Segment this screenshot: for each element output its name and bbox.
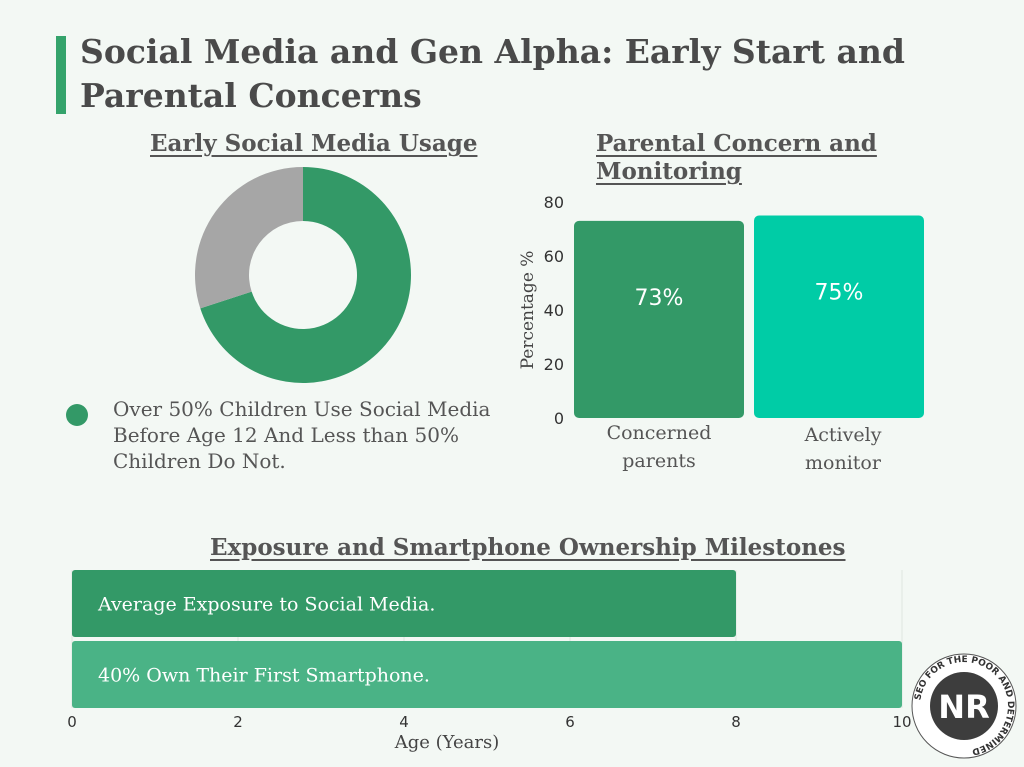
logo-initials: NR: [938, 688, 989, 726]
y-tick-label: 20: [544, 355, 564, 374]
x-tick-label: 2: [233, 713, 243, 731]
donut-chart-title: Early Social Media Usage: [150, 130, 478, 157]
y-tick-label: 0: [554, 409, 564, 428]
nr-logo: SEO FOR THE POOR AND DETERMINED NR: [911, 653, 1017, 759]
x-tick-label: 4: [399, 713, 409, 731]
hbar-0: [72, 570, 736, 637]
hbar-label: 40% Own Their First Smartphone.: [98, 665, 430, 687]
x-tick-label: 10: [892, 713, 911, 731]
donut-slice-0: [200, 167, 411, 383]
x-tick-label: 6: [565, 713, 575, 731]
legend-dot: [66, 404, 88, 426]
donut-slice-1: [194, 167, 303, 309]
x-category-label: Actively: [804, 424, 882, 446]
page-title: Social Media and Gen Alpha: Early Start …: [80, 32, 905, 115]
milestone-chart-title: Exposure and Smartphone Ownership Milest…: [210, 534, 846, 561]
x-tick-label: 0: [67, 713, 77, 731]
x-category-label: Concerned: [607, 422, 712, 444]
bar-0: [574, 220, 744, 418]
bar-1: [754, 215, 924, 418]
hbar-label: Average Exposure to Social Media.: [97, 594, 435, 616]
hbar-1: [72, 641, 902, 708]
x-tick-label: 8: [731, 713, 741, 731]
x-category-label: parents: [622, 450, 695, 472]
x-axis-label: Age (Years): [394, 732, 499, 753]
bar-chart-title: Parental Concern and Monitoring: [596, 130, 877, 185]
x-category-label: monitor: [805, 452, 882, 474]
y-axis-label: Percentage %: [518, 251, 538, 370]
y-tick-label: 80: [544, 193, 564, 212]
y-tick-label: 60: [544, 247, 564, 266]
bar-data-label: 75%: [815, 281, 864, 306]
bar-data-label: 73%: [635, 286, 684, 311]
legend-text: Over 50% Children Use Social Media Befor…: [113, 397, 491, 473]
y-tick-label: 40: [544, 301, 564, 320]
title-accent-bar: [56, 36, 66, 114]
logo-badge: [930, 672, 998, 740]
